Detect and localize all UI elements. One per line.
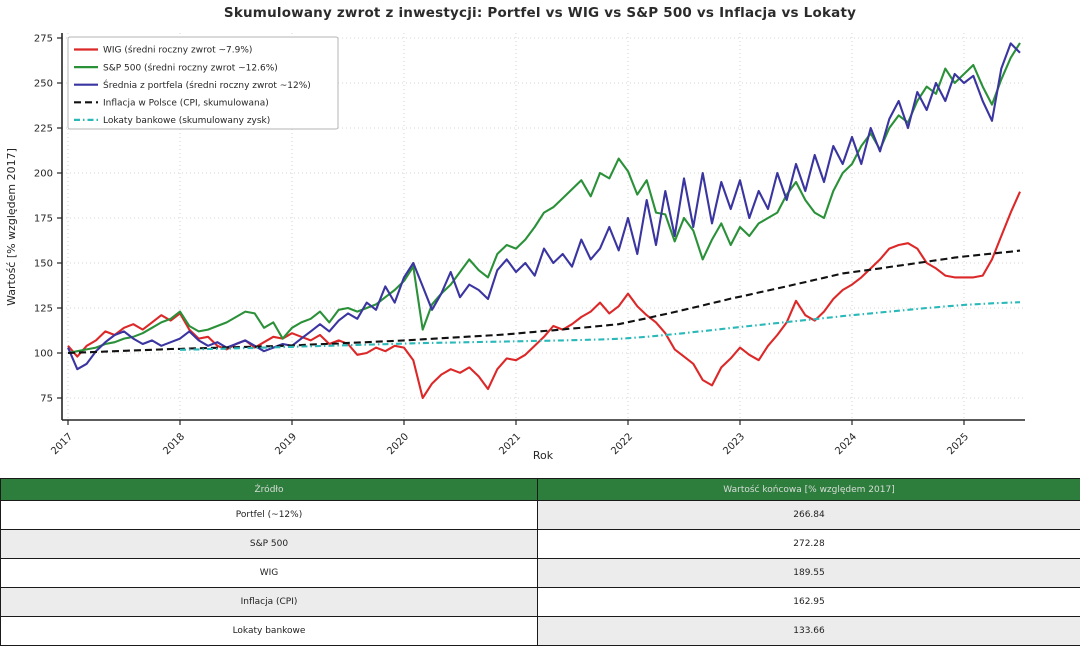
x-tick-label: 2019 xyxy=(273,431,299,457)
legend-lokaty-label: Lokaty bankowe (skumulowany zysk) xyxy=(103,116,270,126)
table-row: WIG 189.55 xyxy=(0,558,1080,588)
summary-table: Źródło Wartość końcowa [% względem 2017]… xyxy=(0,478,1080,646)
table-cell-value: 272.28 xyxy=(537,529,1080,559)
x-tick-label: 2017 xyxy=(49,431,75,457)
x-axis-label: Rok xyxy=(533,449,554,462)
legend-wig-label: WIG (średni roczny zwrot ~7.9%) xyxy=(103,45,252,56)
legend-sp500-label: S&P 500 (średni roczny zwrot ~12.6%) xyxy=(103,62,278,73)
y-tick-label: 175 xyxy=(34,214,53,225)
table-cell-source: Portfel (~12%) xyxy=(0,500,538,530)
chart-svg: 75 100 125 150 175 200 225 250 275 2017 2018 2019 20… xyxy=(5,33,1025,462)
table-cell-source: S&P 500 xyxy=(0,529,538,559)
x-tick-label: 2021 xyxy=(497,431,523,457)
table-row: S&P 500 272.28 xyxy=(0,529,1080,559)
x-tick-label: 2018 xyxy=(161,431,187,457)
table-cell-value: 162.95 xyxy=(537,587,1080,617)
y-tick-label: 200 xyxy=(34,169,53,180)
legend xyxy=(67,36,339,130)
y-tick-label: 125 xyxy=(34,304,53,315)
table-row: Inflacja (CPI) 162.95 xyxy=(0,587,1080,617)
y-tick-label: 225 xyxy=(34,124,53,135)
series-lokaty-line xyxy=(179,301,1021,351)
y-tick-label: 150 xyxy=(34,259,53,270)
series-sp500-line xyxy=(67,42,1021,355)
table-cell-source: Lokaty bankowe xyxy=(0,616,538,646)
y-tick-label: 275 xyxy=(34,34,53,45)
table-cell-value: 189.55 xyxy=(537,558,1080,588)
chart-title: Skumulowany zwrot z inwestycji: Portfel … xyxy=(223,5,857,21)
x-tick-label: 2020 xyxy=(385,431,411,457)
x-tick-label: 2024 xyxy=(833,431,859,457)
table-cell-value: 266.84 xyxy=(537,500,1080,530)
series-wig-line xyxy=(67,191,1021,400)
legend-portfel-label: Średnia z portfela (średni roczny zwrot … xyxy=(103,79,311,91)
series-inflacja-line xyxy=(67,249,1021,355)
table-row: Portfel (~12%) 266.84 xyxy=(0,500,1080,530)
y-axis-label: Wartość [% względem 2017] xyxy=(5,148,18,306)
y-tick-label: 100 xyxy=(34,349,53,360)
x-tick-label: 2025 xyxy=(945,431,971,457)
y-tick-label: 75 xyxy=(40,394,53,405)
table-cell-source: WIG xyxy=(0,558,538,588)
y-tick-label: 250 xyxy=(34,79,53,90)
legend-inflacja-label: Inflacja w Polsce (CPI, skumulowana) xyxy=(103,99,269,109)
table-cell-value: 133.66 xyxy=(537,616,1080,646)
x-tick-label: 2023 xyxy=(721,431,747,457)
table-header-value: Wartość końcowa [% względem 2017] xyxy=(537,478,1080,501)
x-tick-label: 2022 xyxy=(609,431,635,457)
table-header-source: Źródło xyxy=(0,478,538,501)
table-cell-source: Inflacja (CPI) xyxy=(0,587,538,617)
table-row: Lokaty bankowe 133.66 xyxy=(0,616,1080,646)
table-header-row: Źródło Wartość końcowa [% względem 2017] xyxy=(0,478,1080,501)
